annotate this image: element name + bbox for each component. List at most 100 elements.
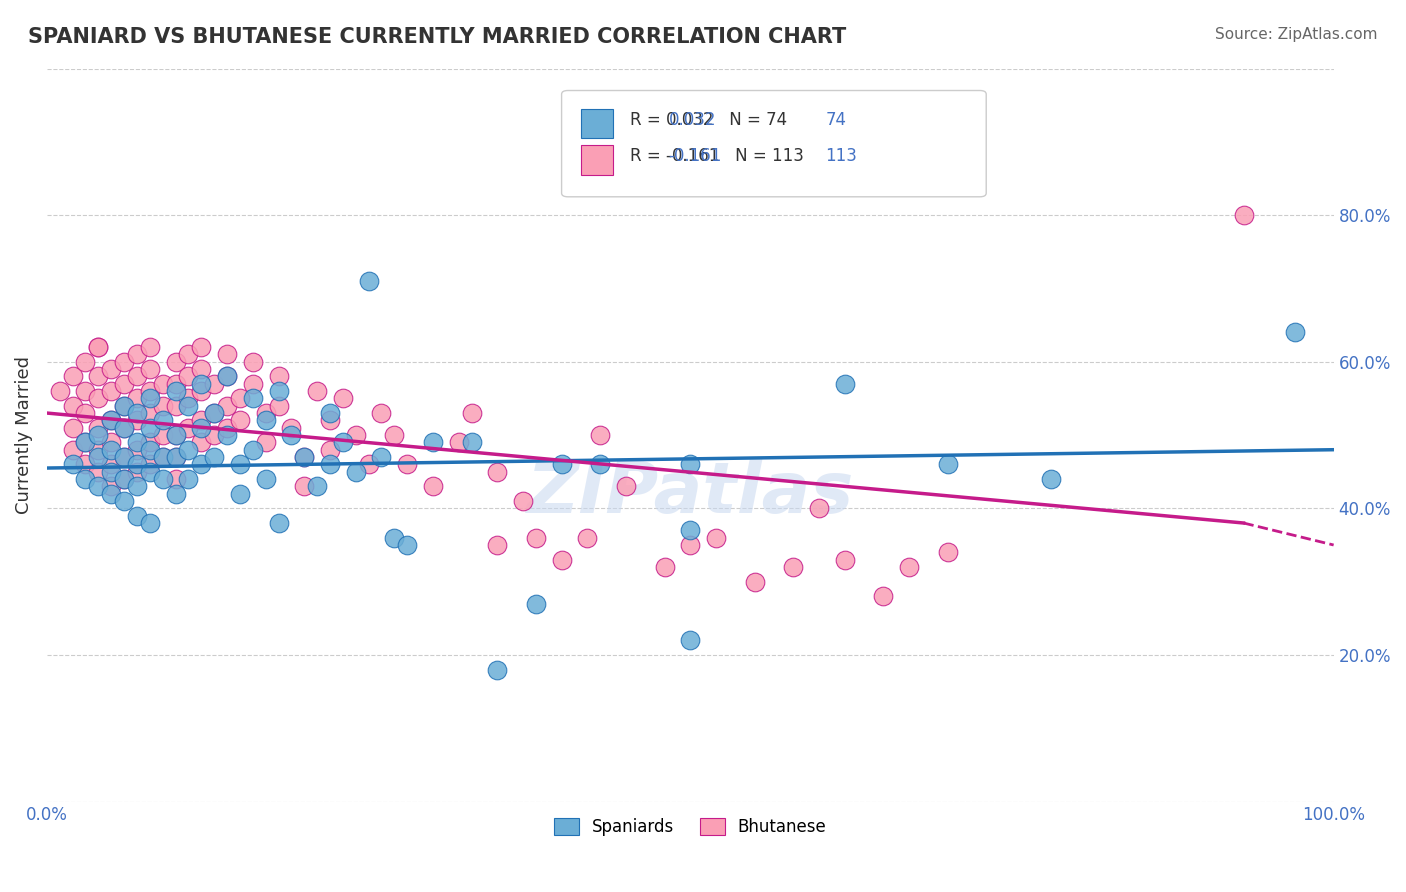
Point xyxy=(165,384,187,398)
Point xyxy=(1232,208,1254,222)
Point xyxy=(139,406,162,420)
Point xyxy=(202,406,225,420)
Point xyxy=(139,435,162,450)
Point xyxy=(100,465,122,479)
Point xyxy=(87,479,110,493)
Point xyxy=(125,406,148,420)
Text: -0.161: -0.161 xyxy=(668,147,721,166)
Point xyxy=(744,574,766,589)
Point xyxy=(75,472,97,486)
Point xyxy=(125,508,148,523)
Point xyxy=(139,458,162,472)
Point xyxy=(396,458,419,472)
Point xyxy=(165,486,187,500)
Point xyxy=(215,369,238,384)
Point xyxy=(307,479,329,493)
Point xyxy=(152,450,174,464)
Point xyxy=(75,384,97,398)
Point xyxy=(112,376,135,391)
Point xyxy=(75,435,97,450)
Point xyxy=(125,369,148,384)
Point xyxy=(190,458,212,472)
Point xyxy=(139,340,162,354)
Point xyxy=(486,465,509,479)
Point xyxy=(87,465,110,479)
Point xyxy=(139,392,162,406)
Point xyxy=(125,347,148,361)
Point xyxy=(125,442,148,457)
Point xyxy=(112,421,135,435)
Point xyxy=(936,545,959,559)
Point xyxy=(319,406,342,420)
Point xyxy=(100,413,122,427)
Point xyxy=(319,442,342,457)
Point xyxy=(177,399,200,413)
Point xyxy=(307,384,329,398)
Point xyxy=(100,362,122,376)
Point xyxy=(254,406,277,420)
Point xyxy=(177,347,200,361)
Point xyxy=(165,355,187,369)
Point xyxy=(125,465,148,479)
Point xyxy=(215,421,238,435)
FancyBboxPatch shape xyxy=(561,90,986,197)
Point xyxy=(62,421,84,435)
Y-axis label: Currently Married: Currently Married xyxy=(15,356,32,514)
Point xyxy=(229,458,252,472)
Point xyxy=(242,442,264,457)
Point xyxy=(782,560,804,574)
Point xyxy=(280,428,302,442)
Point xyxy=(139,384,162,398)
Point xyxy=(486,663,509,677)
Point xyxy=(165,450,187,464)
Point xyxy=(112,355,135,369)
Point xyxy=(370,450,392,464)
Point xyxy=(125,435,148,450)
Point xyxy=(834,376,856,391)
Point xyxy=(139,362,162,376)
Point xyxy=(679,633,702,648)
Point xyxy=(190,376,212,391)
Point xyxy=(87,421,110,435)
Point xyxy=(267,369,290,384)
Point xyxy=(165,399,187,413)
Point xyxy=(422,435,444,450)
Point xyxy=(112,450,135,464)
Point xyxy=(75,355,97,369)
Point xyxy=(100,413,122,427)
Point xyxy=(332,392,354,406)
Point xyxy=(254,435,277,450)
Point xyxy=(589,428,612,442)
Point xyxy=(100,442,122,457)
Point xyxy=(807,501,830,516)
Point xyxy=(87,369,110,384)
Point xyxy=(49,384,72,398)
Point xyxy=(152,450,174,464)
Point xyxy=(100,479,122,493)
Point xyxy=(190,413,212,427)
Point xyxy=(292,450,315,464)
Point xyxy=(177,421,200,435)
Point xyxy=(215,369,238,384)
Point xyxy=(319,413,342,427)
Point xyxy=(319,458,342,472)
Point xyxy=(190,362,212,376)
Point xyxy=(524,531,547,545)
Point xyxy=(229,413,252,427)
Point xyxy=(382,428,405,442)
Point xyxy=(87,428,110,442)
Point xyxy=(139,465,162,479)
Point xyxy=(125,479,148,493)
Point xyxy=(872,590,894,604)
Point xyxy=(125,458,148,472)
Point xyxy=(679,458,702,472)
Point xyxy=(215,399,238,413)
Point xyxy=(486,538,509,552)
Point xyxy=(62,399,84,413)
Text: 0.032: 0.032 xyxy=(668,111,716,128)
Point xyxy=(112,421,135,435)
Text: R = -0.161   N = 113: R = -0.161 N = 113 xyxy=(630,147,804,166)
Point xyxy=(165,428,187,442)
Point xyxy=(550,552,572,566)
Point xyxy=(267,384,290,398)
